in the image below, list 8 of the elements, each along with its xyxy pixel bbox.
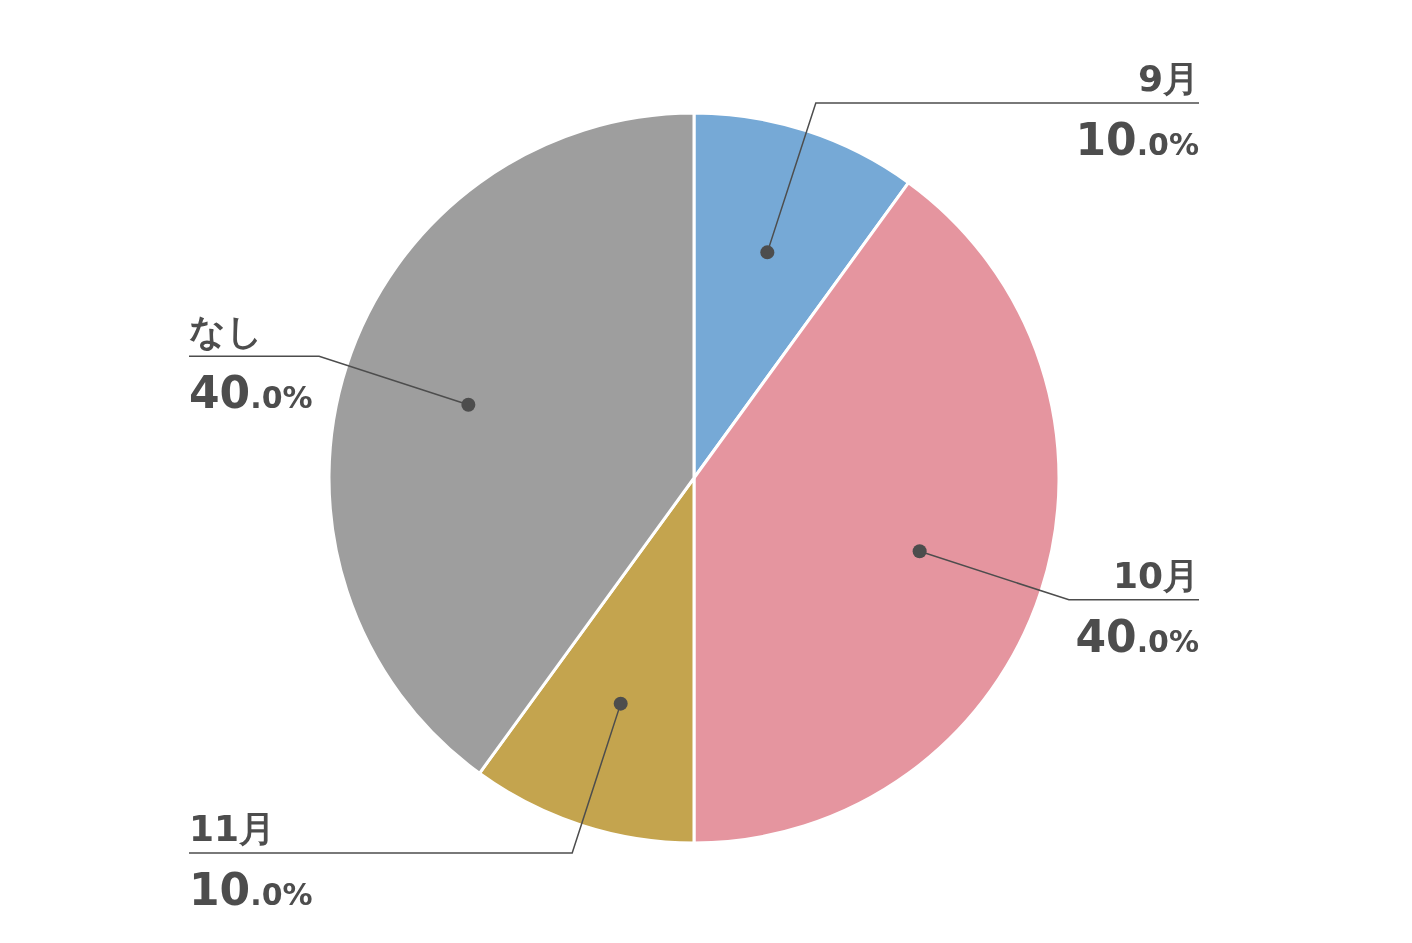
data-label: 40.0%	[189, 367, 313, 419]
data-label: 40.0%	[1075, 610, 1199, 662]
slice-label: なし	[189, 311, 263, 353]
slice-label: 9月	[1137, 58, 1199, 100]
data-label: 10.0%	[1075, 114, 1199, 166]
slice-label: 10月	[1112, 554, 1199, 596]
data-label: 10.0%	[189, 863, 313, 915]
slice-label: 11月	[189, 807, 276, 849]
